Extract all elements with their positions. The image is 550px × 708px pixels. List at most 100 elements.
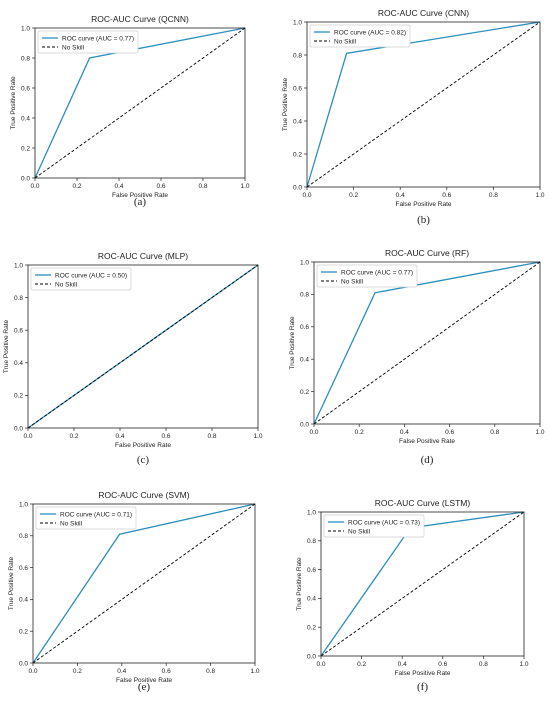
y-tick-label: 1.0 xyxy=(293,19,302,26)
y-tick-label: 1.0 xyxy=(19,501,28,508)
x-tick-label: 1.0 xyxy=(535,192,544,199)
x-tick-label: 0.6 xyxy=(161,433,170,440)
y-tick-label: 0.2 xyxy=(307,625,316,632)
x-tick-label: 0.2 xyxy=(349,192,358,199)
chart-panel-5: ROC-AUC Curve (SVM) 0.0 0.2 0.4 0.6 0.8 1.0 0.0… xyxy=(8,490,260,693)
roc-curve-line xyxy=(32,503,256,664)
legend-entry: ROC curve (AUC = 0.77) xyxy=(341,269,413,276)
x-tick-label: 0.6 xyxy=(445,429,454,436)
legend-entry: No Skill xyxy=(55,281,78,288)
y-tick-label: 0.2 xyxy=(293,151,302,158)
y-tick-label: 0.2 xyxy=(21,145,30,152)
legend-entry: No Skill xyxy=(348,528,371,535)
y-tick-label: 0.8 xyxy=(14,295,23,302)
panel-caption: (e) xyxy=(138,681,151,693)
y-tick-label: 1.0 xyxy=(307,509,316,516)
y-tick-label: 1.0 xyxy=(21,25,30,32)
panel-caption: (c) xyxy=(137,454,150,466)
legend-entry: ROC curve (AUC = 0.71) xyxy=(60,511,132,518)
no-skill-line xyxy=(27,264,259,429)
plot-frame xyxy=(313,261,541,425)
y-axis-label: True Positive Rate xyxy=(10,76,17,130)
y-tick-label: 0.0 xyxy=(14,425,23,432)
legend-entry: ROC curve (AUC = 0.82) xyxy=(334,29,406,36)
x-tick-label: 0.2 xyxy=(357,661,366,668)
x-tick-label: 0.4 xyxy=(114,183,123,190)
legend-box xyxy=(35,506,137,530)
x-tick-label: 0.2 xyxy=(69,433,78,440)
y-tick-label: 0.2 xyxy=(14,393,23,400)
plot-frame xyxy=(306,21,541,188)
legend-box xyxy=(30,267,132,291)
y-axis-label: True Positive Rate xyxy=(289,316,296,370)
y-tick-label: 0.6 xyxy=(19,565,28,572)
x-tick-label: 0.0 xyxy=(316,661,325,668)
y-tick-label: 0.6 xyxy=(293,85,302,92)
chart-title: ROC-AUC Curve (LSTM) xyxy=(375,498,471,508)
x-tick-label: 0.0 xyxy=(23,433,32,440)
chart-panel-1: ROC-AUC Curve (QCNN) 0.0 0.2 0.4 0.6 0.8 1.0 0.… xyxy=(10,14,250,208)
y-axis-label: True Positive Rate xyxy=(3,320,10,374)
roc-curve-line xyxy=(306,21,541,188)
x-tick-label: 0.4 xyxy=(115,433,124,440)
y-tick-label: 0.0 xyxy=(293,184,302,191)
x-tick-label: 0.2 xyxy=(72,183,81,190)
plot-frame xyxy=(320,511,525,657)
y-tick-label: 1.0 xyxy=(14,262,23,269)
x-tick-label: 1.0 xyxy=(240,183,249,190)
no-skill-line xyxy=(313,261,541,425)
panel-caption: (d) xyxy=(421,454,434,466)
y-tick-label: 0.8 xyxy=(19,533,28,540)
panel-caption: (a) xyxy=(134,196,147,208)
legend-entry: ROC curve (AUC = 0.77) xyxy=(62,35,134,42)
plot-frame xyxy=(34,27,246,179)
y-tick-label: 0.8 xyxy=(293,52,302,59)
no-skill-line xyxy=(32,503,256,664)
chart-panel-6: ROC-AUC Curve (LSTM) 0.0 0.2 0.4 0.6 0.8 1.0 0.… xyxy=(296,498,529,693)
roc-curve-line xyxy=(34,27,246,179)
y-tick-label: 0.0 xyxy=(307,653,316,660)
chart-panel-4: ROC-AUC Curve (RF) 0.0 0.2 0.4 0.6 0.8 1.0 0.0 0… xyxy=(289,248,545,466)
y-tick-label: 0.4 xyxy=(21,115,30,122)
y-tick-label: 0.8 xyxy=(307,538,316,545)
x-tick-label: 0.6 xyxy=(162,668,171,675)
legend-entry: ROC curve (AUC = 0.50) xyxy=(55,272,127,279)
x-tick-label: 0.8 xyxy=(206,668,215,675)
y-tick-label: 0.6 xyxy=(307,567,316,574)
chart-panel-2: ROC-AUC Curve (CNN) 0.0 0.2 0.4 0.6 0.8 1.0 0.0… xyxy=(282,8,545,226)
x-tick-label: 0.2 xyxy=(355,429,364,436)
roc-curve-line xyxy=(313,261,541,425)
y-axis-label: True Positive Rate xyxy=(296,557,303,611)
x-tick-label: 0.8 xyxy=(207,433,216,440)
x-tick-label: 0.8 xyxy=(490,429,499,436)
plot-frame xyxy=(27,264,259,429)
y-tick-label: 0.4 xyxy=(14,360,23,367)
x-tick-label: 0.4 xyxy=(396,192,405,199)
legend-entry: No Skill xyxy=(341,278,364,285)
x-tick-label: 1.0 xyxy=(250,668,259,675)
x-axis-label: False Positive Rate xyxy=(115,442,171,449)
x-tick-label: 0.0 xyxy=(30,183,39,190)
y-tick-label: 0.2 xyxy=(300,389,309,396)
panel-caption: (b) xyxy=(417,214,430,226)
chart-title: ROC-AUC Curve (CNN) xyxy=(378,8,469,18)
x-tick-label: 0.8 xyxy=(198,183,207,190)
y-tick-label: 0.6 xyxy=(21,85,30,92)
chart-title: ROC-AUC Curve (MLP) xyxy=(98,251,188,261)
x-tick-label: 0.4 xyxy=(398,661,407,668)
plot-frame xyxy=(32,503,256,664)
x-axis-label: False Positive Rate xyxy=(116,677,172,684)
y-tick-label: 0.2 xyxy=(19,629,28,636)
legend-entry: No Skill xyxy=(62,44,85,51)
legend-entry: No Skill xyxy=(334,38,357,45)
y-tick-label: 0.6 xyxy=(300,324,309,331)
legend-box xyxy=(323,514,425,538)
legend-box xyxy=(309,24,411,48)
x-tick-label: 0.6 xyxy=(438,661,447,668)
legend-box xyxy=(37,30,139,54)
chart-panel-3: ROC-AUC Curve (MLP) 0.0 0.2 0.4 0.6 0.8 1.0 0.0… xyxy=(3,251,263,466)
no-skill-line xyxy=(306,21,541,188)
chart-title: ROC-AUC Curve (SVM) xyxy=(98,490,189,500)
y-tick-label: 0.0 xyxy=(19,660,28,667)
y-axis-label: True Positive Rate xyxy=(282,78,289,132)
